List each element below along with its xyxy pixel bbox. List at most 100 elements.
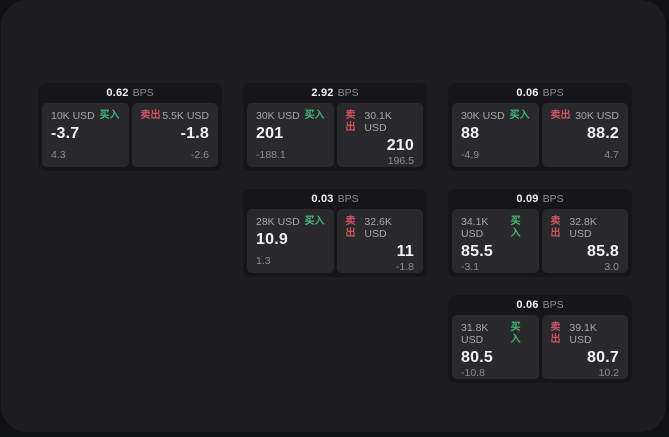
sell-price: 80.7: [587, 349, 619, 366]
sell-amount: 30.1K USD: [364, 110, 392, 134]
sell-tile[interactable]: 卖出 5.5K USD -1.8 -2.6: [131, 103, 218, 167]
buy-delta: -4.9: [461, 149, 480, 161]
quote-card: 0.06 BPS 31.8K USD 买入 80.5 -10.8 卖出 39.1…: [448, 295, 632, 383]
bps-header: 0.09 BPS: [452, 189, 628, 209]
sell-side-label: 卖出: [550, 322, 561, 345]
quote-tiles: 30K USD 买入 88 -4.9 卖出 30K USD 88.2 4.7: [452, 103, 628, 167]
sell-delta: 4.7: [604, 149, 619, 161]
buy-price: 85.5: [461, 243, 493, 260]
bps-unit-label: BPS: [542, 299, 564, 311]
sell-side-label: 卖出: [550, 216, 561, 239]
sell-delta: -1.8: [395, 261, 414, 273]
buy-tile[interactable]: 30K USD 买入 201 -188.1: [247, 103, 334, 167]
buy-price: -3.7: [51, 125, 80, 142]
quote-tiles: 34.1K USD 买入 85.5 -3.1 卖出 32.8K USD 85.8…: [452, 209, 628, 273]
buy-side-label: 买入: [99, 110, 120, 121]
buy-tile-top: 28K USD 买入: [256, 216, 325, 228]
buy-tile-top: 31.8K USD 买入: [461, 322, 530, 346]
buy-side-label: 买入: [510, 216, 521, 239]
bps-header: 0.06 BPS: [452, 295, 628, 315]
quote-tiles: 28K USD 买入 10.9 1.3 卖出 32.6K USD 11 -1.8: [247, 209, 423, 273]
sell-amount: 32.8K USD: [569, 216, 597, 240]
buy-tile-top: 30K USD 买入: [461, 110, 530, 122]
buy-tile[interactable]: 30K USD 买入 88 -4.9: [452, 103, 539, 167]
buy-amount: 28K USD: [256, 216, 300, 228]
buy-tile-top: 30K USD 买入: [256, 110, 325, 122]
bps-unit-label: BPS: [132, 87, 154, 99]
sell-tile[interactable]: 卖出 32.8K USD 85.8 3.0: [541, 209, 628, 273]
bps-value: 0.62: [106, 87, 129, 99]
sell-delta: 10.2: [598, 367, 619, 379]
buy-amount: 30K USD: [256, 110, 300, 122]
bps-value: 0.03: [311, 193, 334, 205]
sell-delta: 3.0: [604, 261, 619, 273]
sell-price: 210: [386, 137, 414, 154]
sell-delta: -2.6: [190, 149, 209, 161]
buy-price: 88: [461, 125, 480, 142]
quote-card: 0.06 BPS 30K USD 买入 88 -4.9 卖出 30K USD 8…: [448, 83, 632, 171]
bps-header: 0.62 BPS: [42, 83, 218, 103]
buy-side-label: 买入: [510, 322, 521, 345]
buy-price: 201: [256, 125, 284, 142]
buy-amount: 30K USD: [461, 110, 505, 122]
buy-tile[interactable]: 10K USD 买入 -3.7 4.3: [42, 103, 129, 167]
sell-price: 88.2: [587, 125, 619, 142]
buy-side-label: 买入: [304, 110, 325, 121]
bps-unit-label: BPS: [337, 193, 359, 205]
sell-tile-top: 卖出 5.5K USD: [141, 110, 210, 122]
buy-side-label: 买入: [509, 110, 530, 121]
quote-card: 0.09 BPS 34.1K USD 买入 85.5 -3.1 卖出 32.8K…: [448, 189, 632, 277]
sell-tile-top: 卖出 32.6K USD: [346, 216, 415, 240]
buy-tile[interactable]: 31.8K USD 买入 80.5 -10.8: [452, 315, 539, 379]
sell-tile[interactable]: 卖出 39.1K USD 80.7 10.2: [541, 315, 628, 379]
buy-price: 80.5: [461, 349, 493, 366]
bps-value: 0.09: [516, 193, 539, 205]
sell-delta: 196.5: [387, 155, 414, 167]
bps-unit-label: BPS: [337, 87, 359, 99]
quote-tiles: 10K USD 买入 -3.7 4.3 卖出 5.5K USD -1.8 -2.…: [42, 103, 218, 167]
bps-unit-label: BPS: [542, 87, 564, 99]
buy-amount: 34.1K USD: [461, 216, 489, 240]
bps-value: 0.06: [516, 299, 539, 311]
bps-value: 0.06: [516, 87, 539, 99]
sell-price: -1.8: [180, 125, 209, 142]
sell-tile[interactable]: 卖出 32.6K USD 11 -1.8: [336, 209, 423, 273]
buy-delta: -10.8: [461, 367, 485, 379]
bps-header: 2.92 BPS: [247, 83, 423, 103]
buy-tile-top: 10K USD 买入: [51, 110, 120, 122]
quote-tiles: 30K USD 买入 201 -188.1 卖出 30.1K USD 210 1…: [247, 103, 423, 167]
bps-header: 0.06 BPS: [452, 83, 628, 103]
sell-tile[interactable]: 卖出 30.1K USD 210 196.5: [336, 103, 423, 167]
sell-side-label: 卖出: [345, 110, 356, 133]
sell-tile[interactable]: 卖出 30K USD 88.2 4.7: [541, 103, 628, 167]
buy-amount: 10K USD: [51, 110, 95, 122]
buy-price: 10.9: [256, 231, 288, 248]
bps-header: 0.03 BPS: [247, 189, 423, 209]
buy-amount: 31.8K USD: [461, 322, 489, 346]
buy-delta: -188.1: [256, 149, 286, 161]
buy-delta: 1.3: [256, 255, 271, 267]
buy-tile-top: 34.1K USD 买入: [461, 216, 530, 240]
bps-value: 2.92: [311, 87, 334, 99]
sell-tile-top: 卖出 32.8K USD: [551, 216, 620, 240]
quote-tiles: 31.8K USD 买入 80.5 -10.8 卖出 39.1K USD 80.…: [452, 315, 628, 379]
bps-unit-label: BPS: [542, 193, 564, 205]
sell-side-label: 卖出: [345, 216, 356, 239]
quote-card: 0.62 BPS 10K USD 买入 -3.7 4.3 卖出 5.5K USD…: [38, 83, 222, 171]
sell-amount: 5.5K USD: [162, 110, 209, 122]
quote-card: 0.03 BPS 28K USD 买入 10.9 1.3 卖出 32.6K US…: [243, 189, 427, 277]
buy-delta: -3.1: [461, 261, 480, 273]
buy-side-label: 买入: [304, 216, 325, 227]
sell-price: 11: [396, 243, 414, 260]
buy-tile[interactable]: 28K USD 买入 10.9 1.3: [247, 209, 334, 273]
sell-amount: 32.6K USD: [364, 216, 392, 240]
sell-price: 85.8: [587, 243, 619, 260]
quote-card: 2.92 BPS 30K USD 买入 201 -188.1 卖出 30.1K …: [243, 83, 427, 171]
quote-grid: 0.62 BPS 10K USD 买入 -3.7 4.3 卖出 5.5K USD…: [38, 83, 632, 383]
sell-side-label: 卖出: [550, 110, 571, 121]
sell-amount: 39.1K USD: [569, 322, 597, 346]
sell-amount: 30K USD: [575, 110, 619, 122]
buy-tile[interactable]: 34.1K USD 买入 85.5 -3.1: [452, 209, 539, 273]
buy-delta: 4.3: [51, 149, 66, 161]
sell-tile-top: 卖出 39.1K USD: [551, 322, 620, 346]
